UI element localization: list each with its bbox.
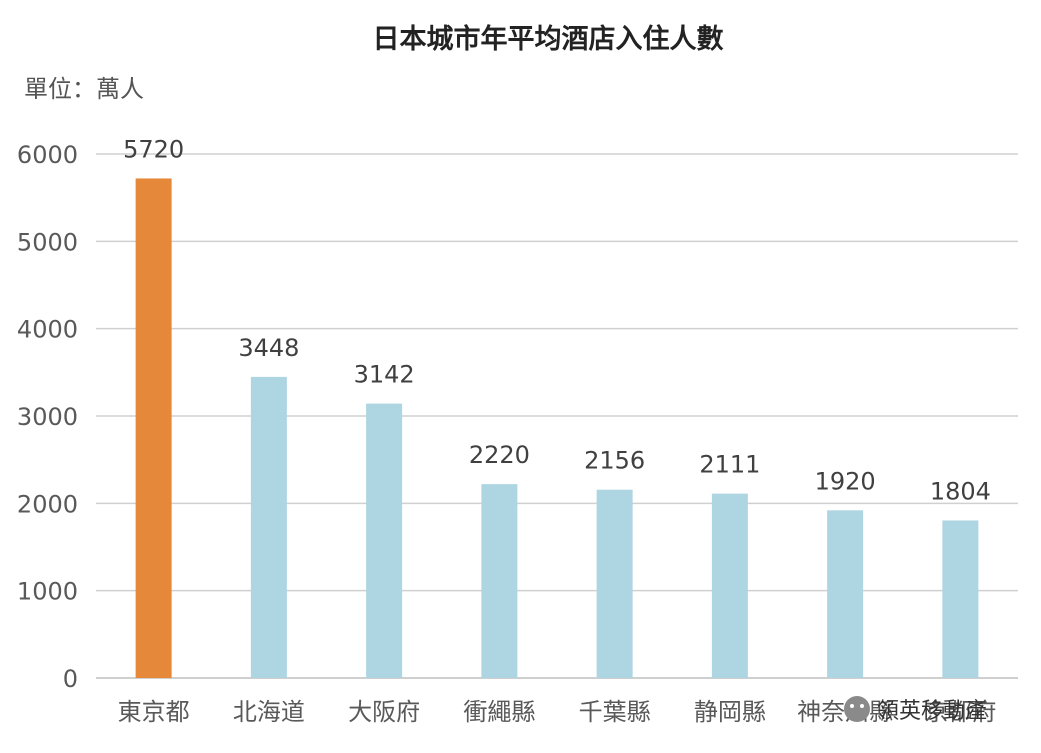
unit-label: 單位：萬人 bbox=[24, 75, 144, 103]
y-tick-label: 5000 bbox=[17, 228, 78, 256]
bar bbox=[366, 403, 403, 678]
y-tick-label: 2000 bbox=[17, 490, 78, 518]
y-tick-label: 3000 bbox=[17, 403, 78, 431]
bar bbox=[711, 493, 748, 678]
y-tick-label: 6000 bbox=[17, 141, 78, 169]
bar bbox=[596, 489, 633, 678]
watermark-text: 領英移動產 bbox=[877, 699, 987, 724]
data-label: 2156 bbox=[584, 447, 645, 475]
category-label: 大阪府 bbox=[348, 698, 420, 726]
data-label: 3448 bbox=[238, 334, 299, 362]
bar bbox=[250, 376, 287, 678]
y-tick-label: 1000 bbox=[17, 578, 78, 606]
category-label: 静岡縣 bbox=[694, 698, 766, 726]
y-tick-label: 4000 bbox=[17, 316, 78, 344]
y-axis-ticks: 0 1000 2000 3000 4000 5000 6000 bbox=[17, 141, 78, 693]
data-label: 1804 bbox=[930, 477, 991, 505]
data-label: 2111 bbox=[699, 451, 760, 479]
gridlines bbox=[96, 153, 1018, 679]
data-label: 1920 bbox=[815, 467, 876, 495]
data-label: 3142 bbox=[354, 361, 415, 389]
category-label: 千葉縣 bbox=[579, 698, 651, 726]
watermark: 領英移動產 bbox=[844, 696, 987, 724]
data-labels: 5720 3448 3142 2220 2156 2111 1920 1804 bbox=[123, 135, 991, 505]
wechat-icon bbox=[844, 696, 870, 722]
bar bbox=[135, 178, 172, 678]
category-label: 北海道 bbox=[233, 698, 305, 726]
chart-title: 日本城市年平均酒店入住人數 bbox=[373, 23, 724, 55]
bar bbox=[827, 510, 864, 678]
category-label: 東京都 bbox=[118, 698, 190, 726]
category-label: 衝繩縣 bbox=[463, 698, 535, 726]
bar bbox=[481, 484, 518, 678]
category-label: 京都府 bbox=[924, 698, 996, 726]
data-label: 5720 bbox=[123, 135, 184, 163]
y-tick-label: 0 bbox=[63, 665, 78, 693]
bars bbox=[135, 178, 979, 678]
data-label: 2220 bbox=[469, 441, 530, 469]
bar bbox=[942, 520, 979, 678]
